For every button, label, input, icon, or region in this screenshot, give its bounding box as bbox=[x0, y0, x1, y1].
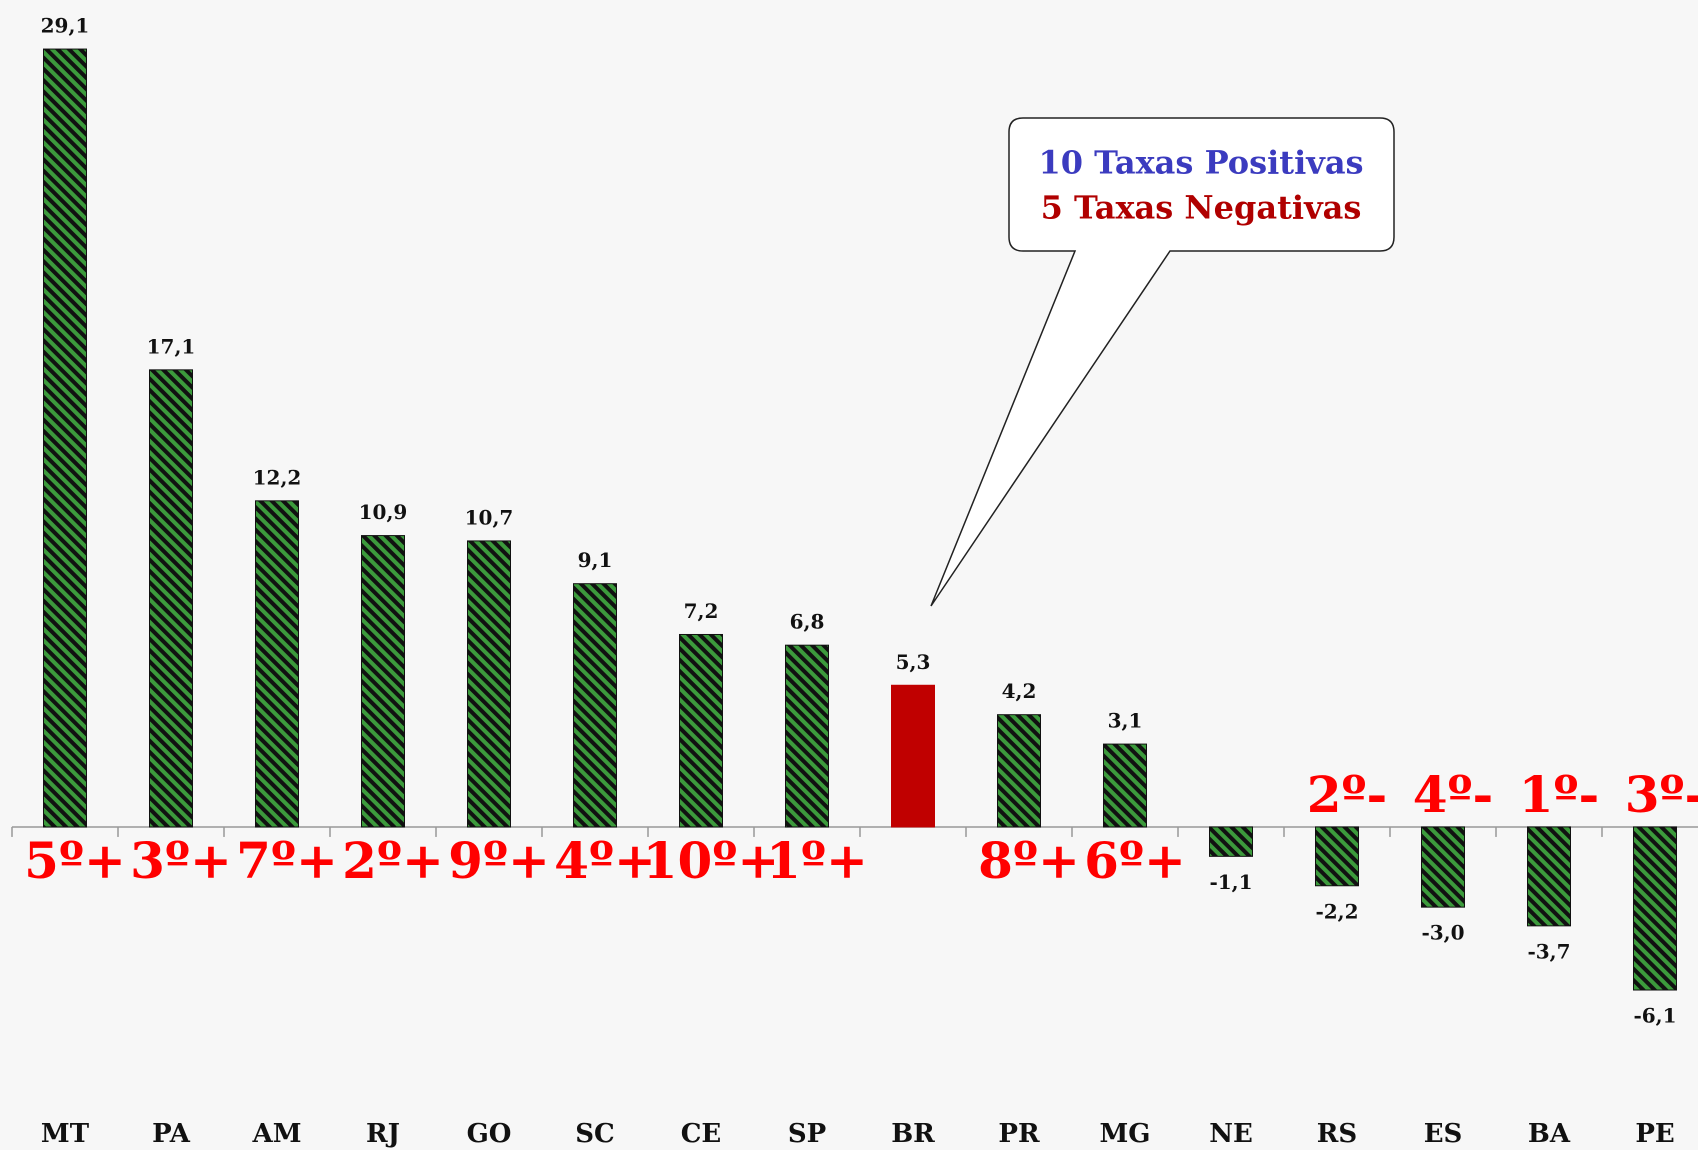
x-tick-label: GO bbox=[467, 1119, 512, 1149]
bar bbox=[573, 583, 617, 828]
bar bbox=[149, 369, 193, 828]
bar bbox=[255, 500, 299, 828]
annotation-line: 5 Taxas Negativas bbox=[1041, 189, 1362, 227]
bar bbox=[43, 48, 87, 828]
rank-label: 3º+ bbox=[130, 831, 232, 890]
x-tick-label: ES bbox=[1424, 1119, 1463, 1149]
rank-label: 2º+ bbox=[342, 831, 444, 890]
x-tick-label: BA bbox=[1528, 1119, 1571, 1149]
rank-label: 3º- bbox=[1625, 765, 1698, 824]
bar bbox=[1315, 826, 1359, 887]
rank-label: 1º- bbox=[1519, 765, 1600, 824]
rank-label: 4º+ bbox=[554, 831, 656, 890]
bar bbox=[997, 714, 1041, 828]
rank-label: 6º+ bbox=[1084, 831, 1186, 890]
annotation-line: 10 Taxas Positivas bbox=[1038, 144, 1363, 182]
rank-label: 1º+ bbox=[766, 831, 868, 890]
rank-label: 5º+ bbox=[24, 831, 126, 890]
value-label: 10,9 bbox=[359, 500, 408, 524]
x-tick-label: RJ bbox=[366, 1119, 400, 1149]
value-label: 17,1 bbox=[147, 334, 196, 358]
bar bbox=[785, 644, 829, 828]
x-tick-label: BR bbox=[891, 1119, 935, 1149]
rank-label: 10º+ bbox=[643, 831, 779, 890]
bar bbox=[1527, 826, 1571, 927]
rank-label: 4º- bbox=[1413, 765, 1494, 824]
value-label: 10,7 bbox=[465, 505, 514, 529]
value-label: 3,1 bbox=[1108, 709, 1143, 733]
value-label: 7,2 bbox=[684, 599, 719, 623]
value-label: 4,2 bbox=[1002, 679, 1037, 703]
value-label: -3,7 bbox=[1527, 939, 1570, 963]
rank-label: 2º- bbox=[1307, 765, 1388, 824]
x-tick-label: PA bbox=[152, 1119, 191, 1149]
callout bbox=[930, 117, 1395, 607]
x-tick-label: MG bbox=[1100, 1119, 1151, 1149]
value-label: -1,1 bbox=[1209, 870, 1252, 894]
bar bbox=[467, 540, 511, 828]
rank-label: 8º+ bbox=[978, 831, 1080, 890]
rank-label: 9º+ bbox=[448, 831, 550, 890]
x-tick-label: MT bbox=[41, 1119, 90, 1149]
bar bbox=[361, 535, 405, 828]
value-label: 9,1 bbox=[578, 548, 613, 572]
bar bbox=[1209, 826, 1253, 857]
x-tick-label: SP bbox=[788, 1119, 826, 1149]
rank-label: 7º+ bbox=[236, 831, 338, 890]
value-label: 6,8 bbox=[790, 610, 825, 634]
x-tick-label: CE bbox=[681, 1119, 722, 1149]
value-label: 5,3 bbox=[896, 650, 931, 674]
x-tick-label: RS bbox=[1317, 1119, 1357, 1149]
x-tick-label: SC bbox=[575, 1119, 614, 1149]
value-label: -6,1 bbox=[1633, 1004, 1676, 1028]
bar bbox=[1103, 743, 1147, 828]
x-tick-label: PR bbox=[998, 1119, 1040, 1149]
bar bbox=[891, 684, 935, 828]
value-label: -3,0 bbox=[1421, 921, 1464, 945]
bar bbox=[1421, 826, 1465, 908]
x-tick-label: AM bbox=[252, 1119, 302, 1149]
x-tick-label: NE bbox=[1209, 1119, 1253, 1149]
bar bbox=[1633, 826, 1677, 991]
value-label: 12,2 bbox=[253, 465, 302, 489]
x-tick-label: PE bbox=[1635, 1119, 1674, 1149]
bar bbox=[679, 633, 723, 828]
value-label: -2,2 bbox=[1315, 899, 1358, 923]
value-label: 29,1 bbox=[41, 14, 90, 38]
